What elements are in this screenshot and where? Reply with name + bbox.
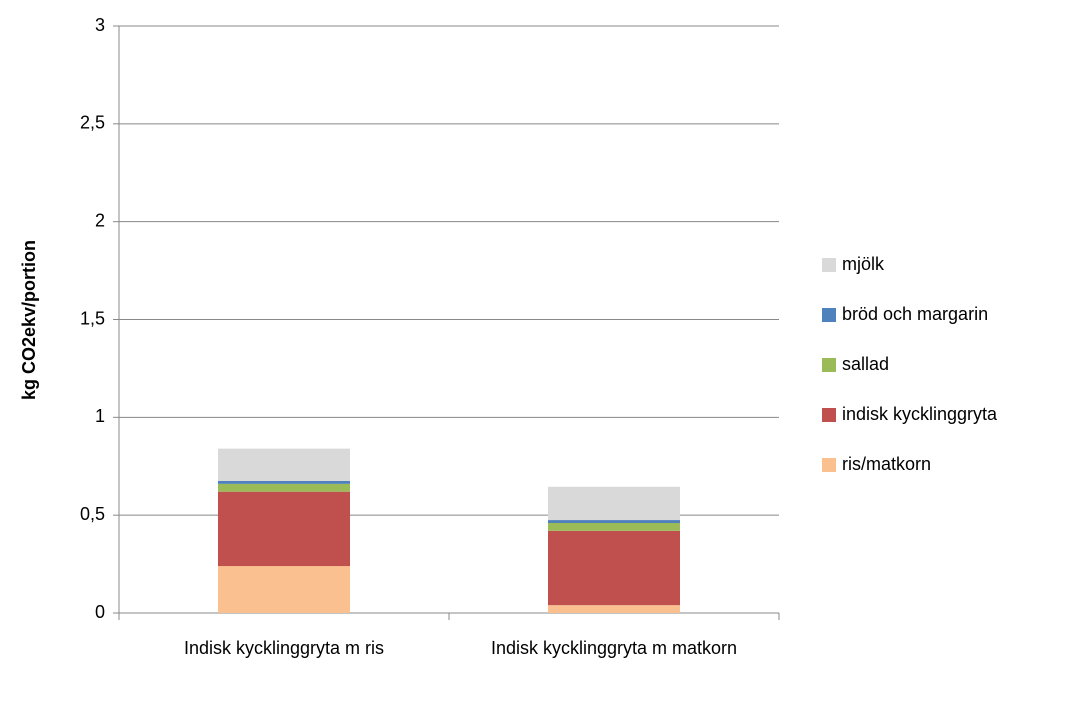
legend-swatch — [822, 458, 836, 472]
y-tick-label: 2,5 — [80, 113, 105, 133]
legend-label: mjölk — [842, 254, 885, 274]
y-tick-label: 1,5 — [80, 308, 105, 328]
legend-label: indisk kycklinggryta — [842, 404, 998, 424]
bar-segment — [218, 566, 350, 613]
y-tick-label: 0 — [95, 602, 105, 622]
y-tick-label: 3 — [95, 15, 105, 35]
y-tick-label: 1 — [95, 406, 105, 426]
bar-segment — [548, 605, 680, 613]
bar-segment — [548, 522, 680, 531]
legend-swatch — [822, 358, 836, 372]
legend-swatch — [822, 258, 836, 272]
legend-label: bröd och margarin — [842, 304, 988, 324]
legend-swatch — [822, 308, 836, 322]
bar-segment — [218, 483, 350, 492]
bar-segment — [548, 486, 680, 521]
y-tick-label: 0,5 — [80, 504, 105, 524]
legend-label: ris/matkorn — [842, 454, 931, 474]
bar-segment — [218, 448, 350, 481]
bar-segment — [548, 520, 680, 523]
bar-segment — [218, 491, 350, 567]
y-tick-label: 2 — [95, 210, 105, 230]
x-tick-label: Indisk kycklinggryta m ris — [183, 638, 385, 658]
bar-segment — [548, 530, 680, 606]
x-tick-label: Indisk kycklinggryta m matkorn — [490, 638, 738, 658]
legend-swatch — [822, 408, 836, 422]
y-axis-title: kg CO2ekv/portion — [19, 240, 39, 400]
legend-label: sallad — [842, 354, 889, 374]
bar-segment — [218, 480, 350, 484]
